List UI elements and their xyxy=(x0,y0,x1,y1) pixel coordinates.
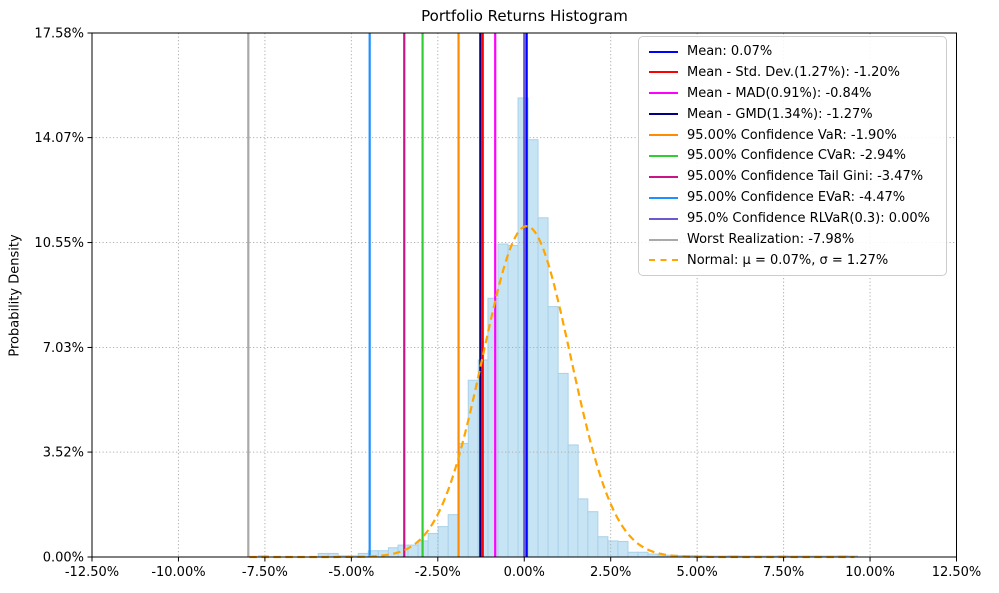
legend-label: 95.0% Confidence RLVaR(0.3): 0.00% xyxy=(687,211,931,227)
legend-label: Mean: 0.07% xyxy=(687,44,773,59)
x-tick-label: 7.50% xyxy=(763,565,804,580)
legend-item-normal-fit: Normal: μ = 0.07%, σ = 1.27% xyxy=(649,253,936,268)
histogram-bar xyxy=(507,245,519,558)
legend-label: Mean - GMD(1.34%): -1.27% xyxy=(687,106,873,122)
legend-label: Worst Realization: -7.98% xyxy=(687,232,855,248)
x-tick-label: -2.50% xyxy=(415,565,461,580)
x-tick-label: -5.00% xyxy=(328,565,374,580)
histogram-bar xyxy=(617,541,629,558)
chart-title: Portfolio Returns Histogram xyxy=(421,7,628,25)
legend-swatch-cvar xyxy=(649,154,678,157)
legend-label: 95.00% Confidence VaR: -1.90% xyxy=(687,127,897,143)
legend-item-mean-minus-gmd: Mean - GMD(1.34%): -1.27% xyxy=(649,107,936,122)
legend-swatch-mean xyxy=(649,50,678,53)
y-tick-label: 0.00% xyxy=(43,551,84,566)
histogram-bar xyxy=(427,532,439,558)
x-tick-label: -7.50% xyxy=(242,565,288,580)
x-tick-label: 2.50% xyxy=(590,565,631,580)
histogram-bar xyxy=(607,540,619,558)
legend-label: 95.00% Confidence EVaR: -4.47% xyxy=(687,190,906,206)
histogram-bar xyxy=(497,243,509,558)
legend-item-mean-minus-mad: Mean - MAD(0.91%): -0.84% xyxy=(649,86,936,101)
histogram-bar xyxy=(447,514,459,558)
legend-swatch-worst-realization xyxy=(649,238,678,241)
risk-lines xyxy=(247,33,528,557)
legend-item-var: 95.00% Confidence VaR: -1.90% xyxy=(649,128,936,143)
legend-swatch-mean-minus-mad xyxy=(649,92,678,95)
legend-swatch-mean-minus-gmd xyxy=(649,113,678,116)
legend-swatch-var xyxy=(649,134,678,137)
legend-item-mean: Mean: 0.07% xyxy=(649,44,936,59)
x-tick-label: -12.50% xyxy=(65,565,119,580)
histogram-bar xyxy=(457,442,469,558)
legend: Mean: 0.07% Mean - Std. Dev.(1.27%): -1.2… xyxy=(638,36,947,276)
legend-swatch-evar xyxy=(649,196,678,199)
legend-label: 95.00% Confidence Tail Gini: -3.47% xyxy=(687,169,924,185)
histogram-bar xyxy=(567,444,579,558)
legend-swatch-normal-fit xyxy=(649,259,678,262)
x-tick-label: 12.50% xyxy=(932,565,982,580)
x-tick-label: 10.00% xyxy=(845,565,895,580)
legend-label: Normal: μ = 0.07%, σ = 1.27% xyxy=(687,252,889,268)
histogram-bar xyxy=(577,498,589,558)
axis-ticks: -12.50% -10.00% -7.50% -5.00% -2.50% 0.00% 2.5… xyxy=(34,27,981,580)
legend-item-cvar: 95.00% Confidence CVaR: -2.94% xyxy=(649,148,936,163)
histogram-bar xyxy=(557,372,569,558)
y-tick-label: 7.03% xyxy=(43,341,84,356)
legend-item-worst-realization: Worst Realization: -7.98% xyxy=(649,232,936,247)
legend-item-rlvar: 95.0% Confidence RLVaR(0.3): 0.00% xyxy=(649,211,936,226)
histogram-bar xyxy=(527,139,539,558)
y-tick-label: 10.55% xyxy=(34,236,84,251)
legend-swatch-rlvar xyxy=(649,217,678,220)
histogram-bar xyxy=(547,306,559,558)
y-tick-label: 3.52% xyxy=(43,446,84,461)
legend-swatch-tail-gini xyxy=(649,175,678,178)
histogram-bar xyxy=(437,526,449,558)
x-tick-label: 0.00% xyxy=(504,565,545,580)
histogram-bar xyxy=(467,379,479,558)
legend-label: 95.00% Confidence CVaR: -2.94% xyxy=(687,148,906,164)
x-tick-label: 5.00% xyxy=(676,565,717,580)
histogram-bar xyxy=(487,297,499,558)
histogram-bar xyxy=(587,511,599,558)
y-tick-label: 14.07% xyxy=(34,131,84,146)
legend-item-evar: 95.00% Confidence EVaR: -4.47% xyxy=(649,190,936,205)
histogram-bar xyxy=(627,551,639,558)
legend-item-mean-minus-std-dev: Mean - Std. Dev.(1.27%): -1.20% xyxy=(649,65,936,80)
histogram-bar xyxy=(597,536,609,558)
legend-item-tail-gini: 95.00% Confidence Tail Gini: -3.47% xyxy=(649,169,936,184)
legend-label: Mean - MAD(0.91%): -0.84% xyxy=(687,85,872,101)
legend-label: Mean - Std. Dev.(1.27%): -1.20% xyxy=(687,64,901,80)
histogram-bar xyxy=(537,217,549,558)
x-tick-label: -10.00% xyxy=(151,565,205,580)
histogram-bar xyxy=(637,551,649,558)
legend-swatch-mean-minus-std-dev xyxy=(649,71,678,74)
y-tick-label: 17.58% xyxy=(34,27,84,42)
